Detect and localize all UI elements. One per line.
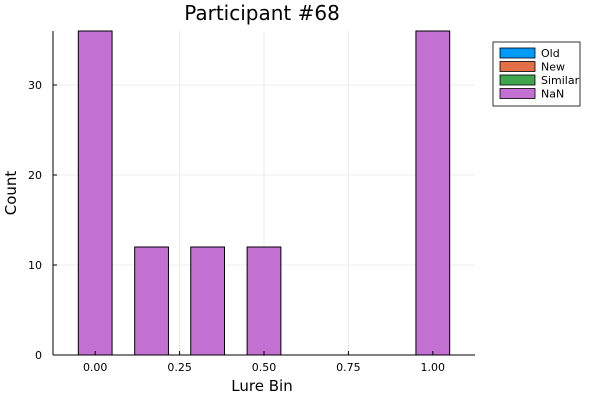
chart-title: Participant #68 — [184, 1, 340, 25]
legend-swatch — [499, 47, 536, 59]
bar — [134, 246, 169, 356]
legend-label: New — [541, 61, 565, 74]
legend-label: Old — [541, 47, 560, 60]
y-ticks: 0 10 20 30 — [28, 79, 57, 362]
y-tick-label: 10 — [28, 259, 42, 272]
y-axis-title: Count — [2, 171, 20, 216]
legend-swatch — [499, 61, 536, 72]
x-axis-title: Lure Bin — [231, 377, 292, 395]
x-ticks: 0.00 0.25 0.50 0.75 1.00 — [83, 351, 445, 374]
x-tick-label: 1.00 — [421, 361, 446, 374]
bars — [77, 30, 451, 356]
y-tick-label: 20 — [28, 169, 42, 182]
legend-swatch — [499, 88, 536, 99]
x-tick-label: 0.50 — [252, 361, 277, 374]
bar — [415, 30, 451, 356]
legend-label: Similar — [541, 74, 580, 87]
y-tick-label: 0 — [35, 349, 42, 362]
x-tick-label: 0.25 — [167, 361, 192, 374]
bar — [190, 246, 226, 356]
y-tick-label: 30 — [28, 79, 42, 92]
x-tick-label: 0.75 — [336, 361, 361, 374]
bar — [77, 30, 113, 356]
bar — [246, 246, 282, 356]
legend-label: NaN — [541, 88, 564, 101]
x-tick-label: 0.00 — [83, 361, 108, 374]
legend-swatch — [499, 74, 536, 86]
